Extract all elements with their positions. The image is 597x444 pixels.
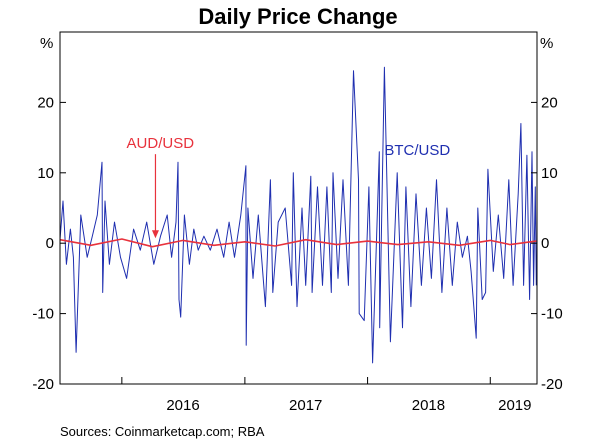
series-line-btc-usd [59, 66, 537, 364]
annotation-arrow-head [151, 230, 159, 239]
annotation-btc-usd: BTC/USD [384, 142, 450, 159]
annotations: AUD/USD BTC/USD [127, 135, 450, 239]
axis-labels: -20 -20 -10 -10 0 0 10 10 20 20 2016 2017 2018 2019 [32, 94, 562, 414]
plot-frame [59, 31, 538, 385]
x-tick-label-2017: 2017 [289, 397, 322, 414]
right-unit-label: % [540, 35, 553, 52]
x-tick-label-2016: 2016 [166, 397, 199, 414]
y-tick-label-right: -20 [541, 376, 563, 393]
y-tick-label-right: -10 [541, 306, 563, 323]
left-unit-label: % [40, 35, 53, 52]
y-tick-label-left: 0 [46, 235, 54, 252]
y-tick-label-right: 20 [541, 94, 558, 111]
y-tick-label-right: 10 [541, 165, 558, 182]
chart-title: Daily Price Change [198, 4, 397, 29]
y-tick-label-left: -20 [32, 376, 54, 393]
annotation-aud-usd: AUD/USD [127, 135, 195, 152]
y-tick-label-right: 0 [541, 235, 549, 252]
plot-area [59, 66, 537, 364]
series-line-aud-usd [59, 238, 537, 248]
y-tick-label-left: 10 [37, 165, 54, 182]
x-tick-label-2019: 2019 [498, 397, 531, 414]
source-note: Sources: Coinmarketcap.com; RBA [60, 424, 265, 439]
y-tick-label-left: -10 [32, 306, 54, 323]
x-tick-label-2018: 2018 [412, 397, 445, 414]
y-tick-label-left: 20 [37, 94, 54, 111]
axes [59, 31, 538, 385]
